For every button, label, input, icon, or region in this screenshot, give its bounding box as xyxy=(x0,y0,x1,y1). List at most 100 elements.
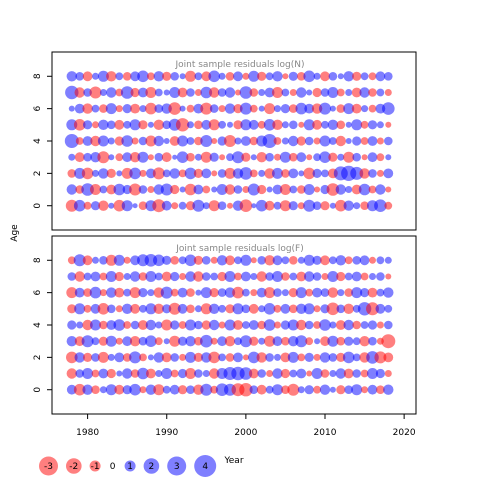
bubble-logN-age5-1989 xyxy=(153,119,164,130)
bubble-logF-age1-1978 xyxy=(66,368,78,379)
bubble-logF-age5-2011 xyxy=(326,302,340,316)
bubble-logN-age8-1996 xyxy=(208,70,220,83)
bubble-logF-age3-2011 xyxy=(327,335,339,347)
bubble-logN-age4-2011 xyxy=(329,137,337,145)
bubble-logN-age4-1983 xyxy=(107,137,115,145)
bubble-logN-age3-1988 xyxy=(147,154,154,161)
bubble-logN-age0-1997 xyxy=(217,201,227,210)
bubble-logN-age1-2011 xyxy=(326,183,340,196)
bubble-logN-age6-2012 xyxy=(336,104,346,113)
bubble-logN-age8-1982 xyxy=(97,70,109,82)
bubble-logF-age1-2004 xyxy=(272,368,283,379)
bubble-logF-age4-1993 xyxy=(185,319,196,331)
bubble-logN-age6-1980 xyxy=(82,103,93,114)
bubble-logN-age0-1991 xyxy=(171,202,179,210)
bubble-logF-age1-1980 xyxy=(82,368,94,379)
bubble-logN-age6-1984 xyxy=(115,105,123,113)
bubble-logN-age4-1997 xyxy=(217,136,227,146)
bubble-logN-age0-2009 xyxy=(312,201,322,210)
bubble-logN-age6-2006 xyxy=(289,104,298,113)
bubble-logN-age2-2002 xyxy=(258,169,266,177)
bubble-logF-age0-2009 xyxy=(313,385,321,394)
bubble-logN-age2-1997 xyxy=(217,169,227,178)
bubble-logN-age8-1998 xyxy=(225,72,235,81)
bubble-logN-age7-2005 xyxy=(281,88,290,97)
bubble-logN-age0-2010 xyxy=(320,201,330,211)
bubble-logF-age4-2009 xyxy=(313,321,321,329)
bubble-logN-age8-1989 xyxy=(153,71,164,82)
bubble-logN-age7-2001 xyxy=(249,88,259,97)
bubble-logN-age1-2007 xyxy=(297,185,306,194)
bubble-logF-age7-2016 xyxy=(369,273,376,280)
bubble-logN-age0-1981 xyxy=(90,201,101,211)
bubble-logN-age5-1997 xyxy=(218,120,227,129)
bubble-logF-age7-2006 xyxy=(289,272,298,281)
bubble-logN-age7-1983 xyxy=(106,87,117,98)
bubble-logF-age1-2007 xyxy=(296,368,307,379)
bubble-logF-age8-1993 xyxy=(184,254,197,267)
bubble-logF-age2-2012 xyxy=(336,352,346,362)
bubble-logN-age5-2012 xyxy=(336,120,346,130)
bubble-logF-age3-2000 xyxy=(239,335,252,348)
bubble-logF-age1-2006 xyxy=(289,369,298,378)
bubble-logF-age6-1988 xyxy=(147,289,155,297)
bubble-logF-age5-1990 xyxy=(162,304,172,314)
bubble-logN-age6-1979 xyxy=(74,103,85,114)
bubble-logN-age5-2007 xyxy=(298,121,305,128)
bubble-logF-age2-2000 xyxy=(242,354,249,361)
bubble-logF-age4-1989 xyxy=(155,321,163,329)
bubble-logN-age5-1993 xyxy=(187,121,194,129)
bubble-logN-age4-1984 xyxy=(114,136,124,146)
bubble-logN-age1-1988 xyxy=(147,186,155,193)
bubble-logN-age8-2017 xyxy=(375,71,386,82)
bubble-logF-age3-1999 xyxy=(234,337,242,346)
bubble-logF-age5-2003 xyxy=(263,303,276,315)
bubble-logF-age0-1983 xyxy=(105,384,117,396)
bubble-logN-age5-2006 xyxy=(289,120,298,130)
bubble-logF-age0-2015 xyxy=(361,386,369,394)
legend-bubble--2 xyxy=(66,458,82,474)
bubble-logF-age4-1985 xyxy=(123,321,132,329)
bubble-logF-age1-2015 xyxy=(360,369,369,378)
bubble-logN-age3-1986 xyxy=(129,152,141,163)
bubble-logN-age4-2014 xyxy=(352,136,362,146)
bubble-logF-age0-2007 xyxy=(297,386,305,394)
bubble-logF-age7-1978 xyxy=(67,272,77,281)
y-tick-label-logN-6: 6 xyxy=(33,106,43,112)
bubble-logF-age6-2016 xyxy=(367,287,378,298)
bubble-logF-age8-2014 xyxy=(352,255,362,265)
bubble-logN-age1-1992 xyxy=(179,186,186,193)
bubble-logF-age4-1990 xyxy=(161,319,173,331)
bubble-logN-age5-2017 xyxy=(376,121,384,129)
bubble-logN-age3-2005 xyxy=(279,151,291,163)
legend-label-3: 3 xyxy=(174,462,180,472)
bubble-logF-age3-2004 xyxy=(272,336,283,347)
bubble-logN-age7-2008 xyxy=(306,89,313,96)
bubble-logF-age2-1993 xyxy=(185,351,196,363)
bubble-logF-age3-2009 xyxy=(314,338,321,345)
x-tick-label-2000: 2000 xyxy=(234,428,257,438)
bubble-logF-age8-1989 xyxy=(153,254,165,267)
bubble-logF-age3-1985 xyxy=(122,336,133,347)
bubble-logF-age7-2003 xyxy=(265,272,274,281)
bubble-logN-age1-1998 xyxy=(224,184,236,195)
bubble-logF-age3-1991 xyxy=(169,335,181,347)
bubble-logN-age1-1981 xyxy=(90,184,101,195)
bubble-logF-age4-1987 xyxy=(138,320,148,330)
bubble-logF-age8-2006 xyxy=(289,255,298,265)
bubble-logN-age2-2017 xyxy=(376,169,384,177)
bubble-logN-age2-1985 xyxy=(121,167,133,179)
bubble-logN-age5-1996 xyxy=(208,119,220,131)
bubble-logN-age3-2010 xyxy=(319,151,331,163)
bubble-logN-age3-2013 xyxy=(343,151,355,163)
bubble-logN-age7-2006 xyxy=(289,89,297,96)
bubble-logF-age3-1980 xyxy=(81,335,94,348)
bubble-logN-age8-2007 xyxy=(297,72,306,81)
bubble-logF-age0-2013 xyxy=(344,385,354,395)
bubble-logF-age5-2001 xyxy=(248,303,259,314)
bubble-logF-age8-1983 xyxy=(105,254,117,266)
bubble-logF-age8-1984 xyxy=(113,254,125,266)
bubble-logN-age6-2011 xyxy=(329,105,336,112)
bubble-logN-age3-2002 xyxy=(256,152,267,163)
bubble-logF-age6-2000 xyxy=(242,288,250,297)
